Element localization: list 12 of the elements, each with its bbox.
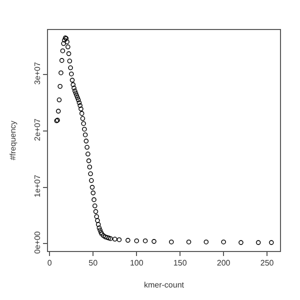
- y-tick-label: 1e+07: [32, 174, 42, 198]
- x-tick-label: 200: [216, 258, 231, 268]
- y-tick-label: 3e+07: [32, 62, 42, 85]
- y-tick-label: 2e+07: [32, 118, 42, 141]
- x-tick-label: 100: [130, 258, 144, 268]
- x-tick-label: 150: [173, 258, 188, 268]
- y-tick-label: 0e+00: [32, 230, 42, 254]
- x-axis-title: kmer-count: [144, 280, 185, 290]
- x-tick-label: 50: [88, 258, 98, 268]
- x-tick-label: 0: [47, 258, 52, 268]
- y-axis-title: #frequency: [8, 120, 18, 160]
- x-tick-label: 250: [260, 258, 274, 268]
